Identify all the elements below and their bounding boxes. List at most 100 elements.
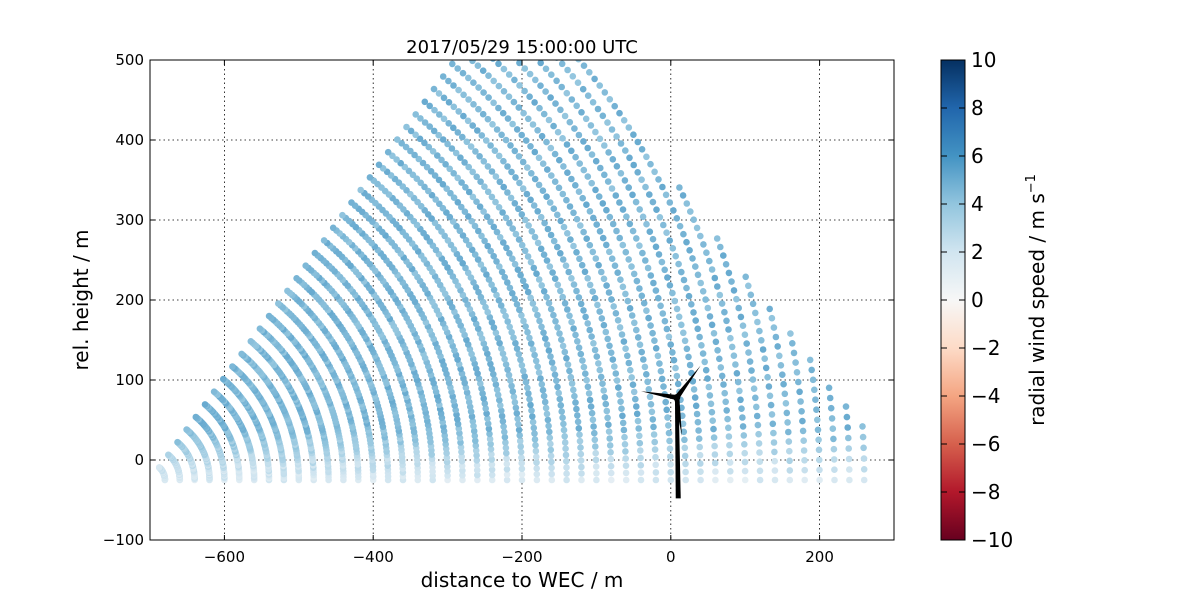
scan-point [445, 120, 453, 127]
scan-point [830, 435, 837, 443]
scan-point [765, 383, 773, 390]
scan-point [536, 104, 543, 112]
scan-point [674, 380, 682, 388]
scan-point [575, 294, 583, 301]
scan-point [470, 101, 477, 108]
scan-point [580, 307, 587, 314]
scan-point [563, 196, 570, 204]
scan-point [830, 456, 838, 463]
scan-point [717, 364, 725, 371]
scan-point [473, 457, 481, 464]
scan-point [504, 366, 511, 374]
scan-point [607, 449, 614, 456]
scan-point [676, 184, 683, 191]
scan-point [703, 249, 710, 256]
scan-point [814, 416, 821, 424]
scan-point [579, 85, 587, 93]
scan-point [479, 110, 487, 118]
scan-point [529, 418, 537, 426]
scan-point [563, 476, 570, 484]
scan-point [460, 112, 467, 120]
scan-point [415, 155, 423, 163]
scan-point [488, 168, 496, 175]
scan-point [586, 281, 594, 289]
scan-point [543, 341, 551, 348]
scan-point [747, 291, 755, 299]
scan-point [499, 350, 507, 358]
scan-point [467, 143, 475, 150]
scan-point [588, 409, 596, 417]
scan-point [540, 392, 548, 400]
scan-point [429, 148, 437, 155]
scan-point [465, 96, 472, 103]
scan-point [622, 147, 629, 154]
scan-point [708, 266, 716, 273]
scan-point [439, 73, 447, 80]
scan-point [722, 261, 730, 268]
scan-point [519, 277, 527, 285]
scan-point [511, 399, 519, 406]
scan-point [584, 320, 591, 327]
scan-point [699, 288, 707, 295]
scan-point [465, 241, 473, 249]
scan-point [734, 378, 742, 386]
scan-point [516, 432, 523, 439]
scan-point [681, 444, 689, 452]
scan-point [485, 72, 492, 79]
scan-point [476, 330, 484, 338]
scan-point [560, 426, 568, 434]
scan-point [541, 219, 548, 227]
scan-point [454, 199, 462, 206]
scan-point [713, 235, 721, 242]
scan-point [573, 215, 581, 223]
scan-point [633, 277, 641, 285]
scan-point [459, 476, 466, 484]
scan-point [518, 465, 526, 473]
scan-point [512, 404, 520, 412]
scan-point [446, 213, 454, 221]
scan-point [547, 446, 555, 454]
scan-point [564, 230, 571, 237]
scan-point [618, 331, 626, 338]
scan-point [589, 416, 597, 424]
scan-point [800, 447, 808, 454]
scan-point [421, 119, 429, 126]
scan-point [690, 386, 698, 393]
scan-point [685, 292, 693, 300]
scan-point [559, 293, 566, 301]
scan-point [576, 255, 583, 263]
scan-point [759, 346, 767, 353]
scan-point [793, 369, 801, 376]
scan-point [752, 309, 759, 317]
scan-point [801, 476, 808, 484]
scan-point [550, 205, 558, 212]
scan-point [537, 375, 544, 382]
scan-point [589, 288, 596, 295]
scan-point [723, 407, 730, 414]
scan-point [636, 285, 643, 292]
scan-point [640, 356, 647, 363]
y-tick-label: 300 [115, 211, 144, 229]
scan-point [477, 261, 485, 268]
scan-point [860, 455, 868, 462]
scan-point [183, 426, 190, 433]
scan-point [565, 268, 572, 276]
scan-point [547, 144, 555, 152]
scan-point [634, 334, 642, 341]
scan-point [524, 384, 531, 392]
x-tick-label: −200 [501, 548, 542, 566]
scan-point [617, 170, 625, 177]
scan-point [575, 344, 583, 352]
scan-point [780, 380, 787, 388]
scan-point [472, 447, 480, 454]
scan-point [503, 455, 510, 462]
scan-point [709, 417, 716, 425]
scan-point [533, 459, 540, 466]
scan-point [563, 355, 570, 362]
scan-point [550, 365, 557, 372]
scan-point [693, 410, 701, 418]
scan-point [728, 343, 736, 351]
scan-point [529, 121, 537, 128]
scan-point [533, 465, 540, 472]
scan-point [741, 331, 749, 339]
